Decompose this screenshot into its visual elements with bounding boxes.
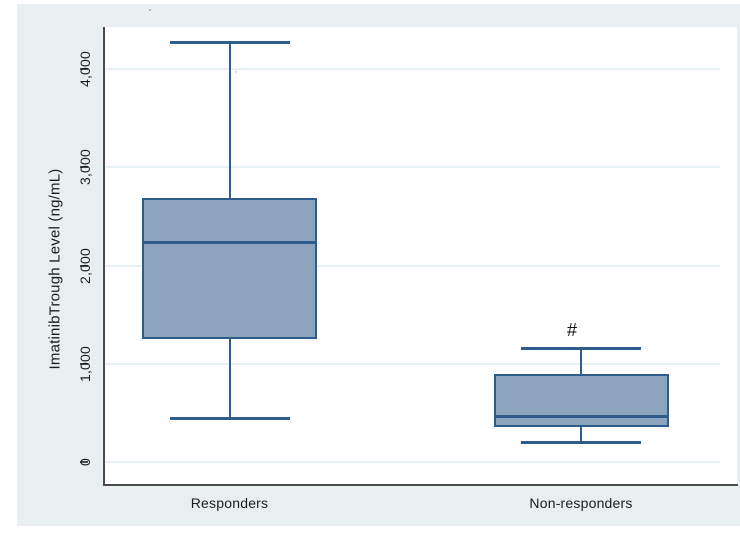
speck-artifact [235, 71, 237, 73]
y-tickmark-4000 [80, 68, 88, 70]
category-label-non-responders: Non-responders [529, 495, 633, 511]
gridline-1000 [88, 362, 720, 365]
upper-whisker-non-responders [580, 348, 582, 374]
lower-whisker-cap-non-responders [521, 441, 641, 445]
upper-whisker-responders [228, 42, 231, 198]
y-tick-label-0: 0 [77, 458, 93, 466]
lower-whisker-responders [228, 339, 231, 418]
lower-whisker-non-responders [580, 427, 582, 443]
significance-annotation-non-responders: # [566, 320, 578, 341]
iqr-box-non-responders [493, 373, 669, 428]
upper-whisker-cap-non-responders [521, 347, 641, 351]
y-tick-label-1000: 1,000 [77, 345, 93, 382]
gridline-4000 [88, 68, 720, 70]
y-axis-title: ImatinibTrough Level (ng/mL) [46, 168, 64, 370]
y-tickmark-3000 [80, 166, 88, 169]
iqr-box-responders [142, 197, 317, 340]
y-tick-label-4000: 4,000 [77, 50, 93, 88]
x-axis-line [103, 484, 738, 486]
upper-whisker-cap-responders [169, 41, 290, 45]
figure-background: ImatinibTrough Level (ng/mL) 0 1,000 2,0… [17, 4, 740, 526]
gridline-0 [88, 461, 720, 463]
y-tickmark-0 [80, 461, 88, 463]
speck-artifact [149, 9, 151, 11]
median-line-responders [142, 240, 317, 244]
y-axis-line [103, 27, 105, 486]
category-label-responders: Responders [190, 495, 269, 511]
gridline-3000 [88, 166, 720, 169]
gridline-2000 [88, 264, 720, 267]
median-line-non-responders [493, 414, 669, 418]
y-tick-label-3000: 3,000 [77, 149, 93, 186]
lower-whisker-cap-responders [169, 416, 290, 420]
y-tickmark-2000 [80, 264, 88, 267]
y-tickmark-1000 [80, 362, 88, 365]
y-tick-label-2000: 2,000 [77, 247, 93, 284]
